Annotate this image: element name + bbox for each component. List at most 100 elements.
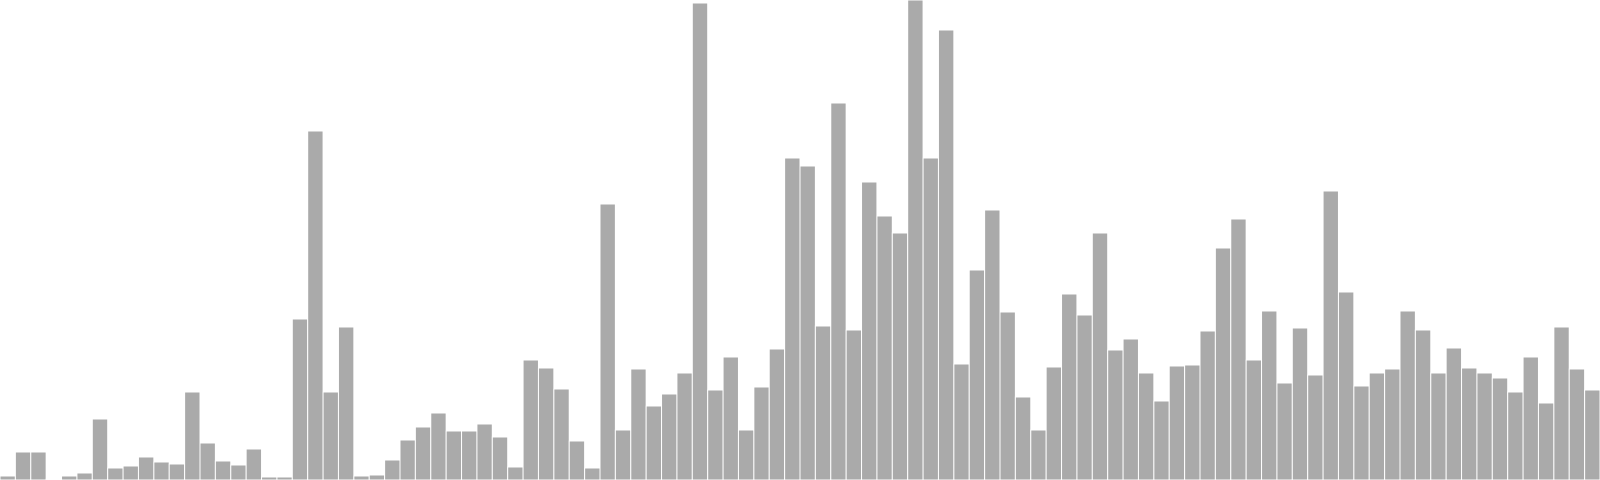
bar-69 <box>1061 293 1078 480</box>
bar-98 <box>1507 391 1524 480</box>
bar-84 <box>1291 327 1309 480</box>
bar-51 <box>784 157 801 480</box>
bar-42 <box>645 405 663 480</box>
bar-22 <box>337 326 355 480</box>
bar-4 <box>61 475 78 480</box>
bar-72 <box>1107 349 1124 480</box>
bar-94 <box>1445 347 1463 480</box>
bar-1 <box>14 451 32 480</box>
bar-26 <box>399 439 416 480</box>
bar-24 <box>368 474 386 480</box>
bar-41 <box>630 368 647 480</box>
bar-71 <box>1091 232 1109 480</box>
bar-36 <box>553 388 570 480</box>
bar-38 <box>584 467 601 480</box>
bar-0 <box>0 475 16 480</box>
bar-9 <box>137 456 155 480</box>
bar-78 <box>1199 330 1216 480</box>
bar-91 <box>1399 310 1416 480</box>
bar-7 <box>107 467 124 480</box>
bar-55 <box>845 329 863 480</box>
bar-31 <box>476 423 493 480</box>
bar-77 <box>1184 364 1201 480</box>
bar-63 <box>968 269 986 480</box>
bar-27 <box>414 426 432 480</box>
bar-44 <box>676 372 693 480</box>
bar-68 <box>1045 366 1063 480</box>
bar-81 <box>1245 359 1263 480</box>
bar-21 <box>322 391 339 480</box>
bar-90 <box>1384 368 1401 480</box>
bar-59 <box>907 0 924 480</box>
bar-23 <box>353 475 370 480</box>
bar-66 <box>1014 396 1032 480</box>
bar-40 <box>614 429 632 480</box>
bar-92 <box>1414 329 1432 480</box>
bar-87 <box>1337 291 1355 480</box>
bar-57 <box>876 215 893 480</box>
bar-53 <box>814 325 832 480</box>
bar-14 <box>214 460 232 480</box>
bar-43 <box>661 393 678 480</box>
bar-39 <box>599 203 616 480</box>
bar-47 <box>722 356 739 480</box>
bar-28 <box>430 412 447 480</box>
bar-103 <box>1584 389 1600 480</box>
bar-2 <box>30 451 47 480</box>
bar-13 <box>199 442 216 480</box>
bar-89 <box>1368 372 1386 480</box>
bar-102 <box>1568 368 1586 480</box>
bar-54 <box>830 102 847 480</box>
bar-19 <box>291 318 309 480</box>
bar-30 <box>461 430 478 480</box>
bar-73 <box>1122 338 1139 480</box>
bar-60 <box>922 157 939 480</box>
bar-35 <box>537 367 555 480</box>
bar-82 <box>1261 310 1278 480</box>
bar-15 <box>230 464 247 480</box>
bar-76 <box>1168 365 1186 480</box>
bar-74 <box>1137 372 1155 480</box>
bar-96 <box>1476 372 1493 480</box>
bar-95 <box>1461 367 1478 480</box>
bar-62 <box>953 363 970 480</box>
bar-67 <box>1030 429 1047 480</box>
bar-79 <box>1214 247 1232 480</box>
bar-97 <box>1491 377 1509 480</box>
bar-65 <box>999 311 1016 480</box>
bar-85 <box>1307 374 1324 480</box>
bar-29 <box>445 430 463 480</box>
bar-5 <box>76 472 93 480</box>
bar-49 <box>753 386 770 480</box>
bar-56 <box>861 181 878 480</box>
bar-37 <box>568 440 586 480</box>
bar-20 <box>307 130 324 480</box>
bar-88 <box>1353 385 1370 480</box>
bar-101 <box>1553 326 1570 480</box>
bar-25 <box>384 459 401 480</box>
bar-75 <box>1153 400 1170 480</box>
bar-8 <box>122 465 139 480</box>
bar-34 <box>522 359 539 480</box>
bar-6 <box>91 418 109 480</box>
bar-12 <box>184 391 201 480</box>
bar-83 <box>1276 382 1293 480</box>
bar-100 <box>1537 402 1555 480</box>
bar-64 <box>984 209 1001 480</box>
bar-58 <box>891 232 909 480</box>
bar-46 <box>707 389 724 480</box>
bar-99 <box>1522 356 1539 480</box>
bar-11 <box>168 463 186 480</box>
bar-93 <box>1430 372 1447 480</box>
bar-32 <box>491 436 509 480</box>
bar-33 <box>507 466 524 480</box>
bar-70 <box>1076 314 1093 480</box>
bar-16 <box>245 448 263 480</box>
bar-45 <box>691 2 709 480</box>
bar-48 <box>737 429 755 480</box>
bar-10 <box>153 461 170 480</box>
bar-52 <box>799 165 816 480</box>
bar-86 <box>1322 190 1339 480</box>
